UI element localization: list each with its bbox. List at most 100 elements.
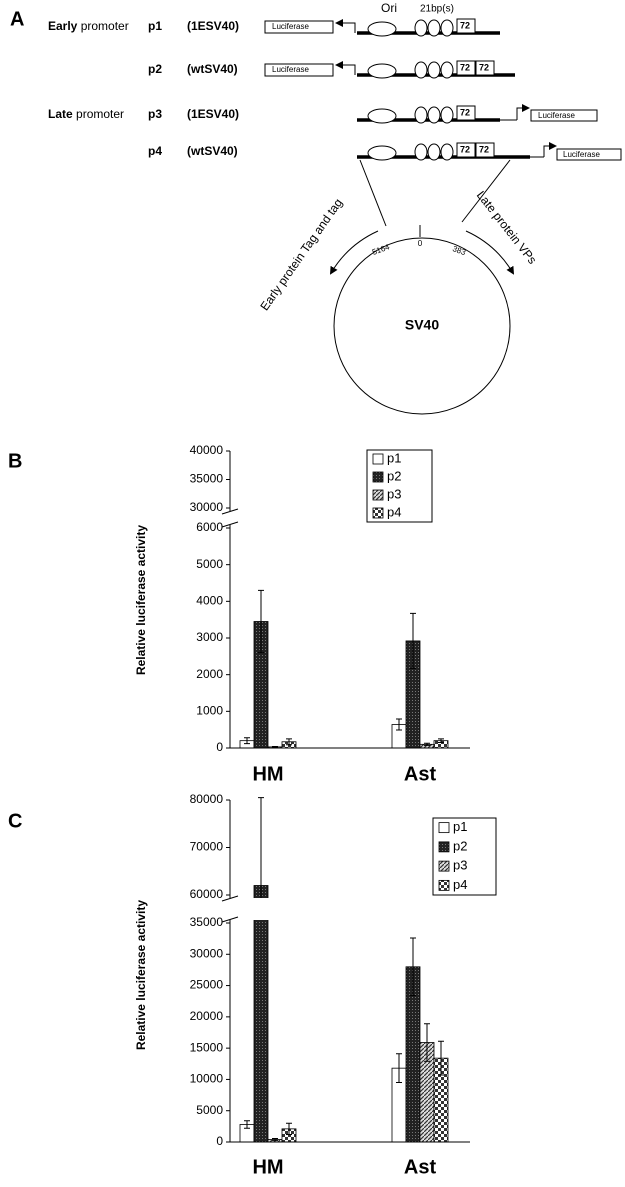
early-label: Early protein Tag and tag bbox=[257, 196, 345, 313]
legend-label: p1 bbox=[453, 819, 467, 834]
error-bar bbox=[438, 738, 444, 743]
axis-break-gap bbox=[224, 511, 470, 525]
panel-label: B bbox=[8, 450, 22, 472]
error-bar bbox=[244, 737, 250, 745]
repeats bbox=[414, 61, 454, 79]
enhancer-label: 72 bbox=[460, 107, 470, 117]
panel-label: C bbox=[8, 810, 22, 832]
y-tick-label: 0 bbox=[216, 1134, 223, 1148]
error-bar bbox=[286, 738, 292, 746]
construct-type: (wtSV40) bbox=[187, 62, 238, 76]
reporter-label: Luciferase bbox=[272, 65, 309, 74]
diagram: A Ori 21bp(s) Early promoter p1 (1ESV40)… bbox=[10, 1, 622, 415]
y-axis-title: Relative luciferase activity bbox=[134, 900, 148, 1050]
early-arc bbox=[329, 230, 379, 275]
repeats bbox=[414, 143, 454, 161]
error-bar bbox=[272, 746, 278, 748]
bar bbox=[253, 885, 269, 1143]
y-tick-label: 2000 bbox=[196, 667, 223, 681]
y-tick-label: 35000 bbox=[190, 472, 224, 486]
enhancer bbox=[456, 105, 476, 121]
y-tick-label: 40000 bbox=[190, 443, 224, 457]
legend-label: p3 bbox=[387, 486, 401, 501]
legend-swatch bbox=[372, 489, 384, 501]
y-tick-label: 15000 bbox=[190, 1040, 224, 1054]
repeats-label: 21bp(s) bbox=[420, 4, 454, 15]
legend-label: p3 bbox=[453, 858, 467, 873]
sv40-genome bbox=[333, 237, 511, 415]
enhancer bbox=[475, 142, 495, 158]
y-tick-label: 3000 bbox=[196, 630, 223, 644]
legend-swatch bbox=[372, 507, 384, 519]
x-tick-label: HM bbox=[252, 1156, 283, 1178]
error-bar bbox=[410, 612, 416, 669]
y-tick-label: 70000 bbox=[190, 840, 224, 854]
reporter-box bbox=[264, 20, 334, 34]
map-position: 5164 bbox=[371, 242, 391, 257]
x-tick-label: HM bbox=[252, 763, 283, 785]
panel-label: A bbox=[10, 8, 24, 30]
legend-swatch bbox=[372, 471, 384, 483]
legend-label: p1 bbox=[387, 450, 401, 465]
y-tick-label: 0 bbox=[216, 740, 223, 754]
axis-break-gap bbox=[224, 898, 470, 920]
error-bar bbox=[258, 589, 264, 654]
y-tick-label: 5000 bbox=[196, 557, 223, 571]
construct-name: p4 bbox=[148, 144, 162, 158]
ori-label: Ori bbox=[381, 1, 397, 15]
reporter-label: Luciferase bbox=[538, 111, 575, 120]
promoter-arrow bbox=[516, 104, 530, 120]
ori bbox=[367, 108, 397, 124]
y-tick-label: 30000 bbox=[190, 946, 224, 960]
repeats bbox=[414, 106, 454, 124]
y-tick-label: 35000 bbox=[190, 915, 224, 929]
legend-swatch bbox=[438, 841, 450, 853]
y-axis-title: Relative luciferase activity bbox=[134, 525, 148, 675]
x-tick-label: Ast bbox=[404, 1156, 437, 1178]
enhancer bbox=[456, 60, 476, 76]
axis-break-mark bbox=[221, 508, 239, 528]
y-tick-label: 25000 bbox=[190, 978, 224, 992]
error-bar bbox=[396, 718, 402, 731]
reporter-box bbox=[264, 63, 334, 77]
y-tick-label: 20000 bbox=[190, 1009, 224, 1023]
map-link bbox=[461, 159, 511, 223]
legend-label: p4 bbox=[453, 877, 467, 892]
enhancer bbox=[456, 142, 476, 158]
error-bar bbox=[286, 1122, 292, 1135]
legend-swatch bbox=[438, 879, 450, 891]
y-tick-label: 6000 bbox=[196, 520, 223, 534]
map-position: 0 bbox=[418, 239, 423, 248]
reporter-label: Luciferase bbox=[272, 22, 309, 31]
promoter-arrow bbox=[543, 142, 557, 157]
enhancer-label: 72 bbox=[479, 144, 489, 154]
y-tick-label: 60000 bbox=[190, 887, 224, 901]
error-bar bbox=[438, 1040, 444, 1076]
legend-label: p2 bbox=[387, 468, 401, 483]
legend-swatch bbox=[438, 860, 450, 872]
axis-break-mark bbox=[221, 895, 239, 923]
construct-type: (1ESV40) bbox=[187, 107, 239, 121]
construct-type: (1ESV40) bbox=[187, 19, 239, 33]
reporter-box bbox=[556, 148, 622, 161]
ori bbox=[367, 145, 397, 161]
promoter-arrow bbox=[335, 19, 356, 33]
legend-label: p2 bbox=[453, 838, 467, 853]
repeats bbox=[414, 19, 454, 37]
enhancer-label: 72 bbox=[460, 20, 470, 30]
error-bar bbox=[410, 937, 416, 997]
map-link bbox=[359, 159, 387, 227]
y-tick-label: 1000 bbox=[196, 704, 223, 718]
error-bar bbox=[424, 1023, 430, 1062]
error-bar bbox=[244, 1120, 250, 1129]
y-tick-label: 5000 bbox=[196, 1103, 223, 1117]
group-label: Late promoter bbox=[48, 107, 124, 121]
enhancer-label: 72 bbox=[460, 144, 470, 154]
ori bbox=[367, 63, 397, 79]
legend-swatch bbox=[438, 822, 450, 834]
construct-name: p1 bbox=[148, 19, 162, 33]
y-tick-label: 80000 bbox=[190, 792, 224, 806]
enhancer bbox=[475, 60, 495, 76]
map-position: 383 bbox=[451, 244, 467, 257]
